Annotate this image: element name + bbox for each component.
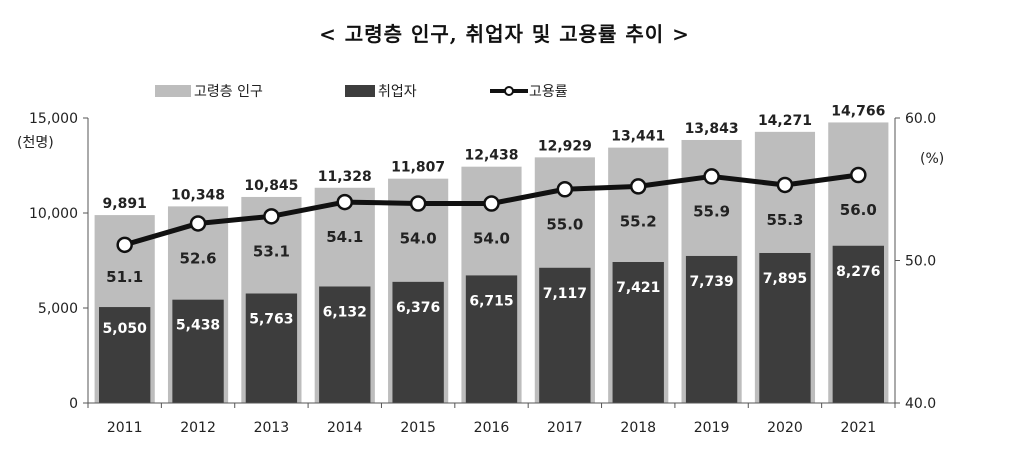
label-population-2012: 10,348 [171,187,225,203]
marker-rate-2011 [116,236,133,254]
label-rate-2016: 54.0 [473,230,510,248]
legend-label-rate: 고용률 [529,84,568,100]
label-employed-2020: 7,895 [763,271,807,287]
bar-employed-2016 [465,275,518,403]
bar-employed-2017 [539,267,591,403]
y-left-tick-label: 5,000 [38,301,78,317]
label-employed-2012: 5,438 [176,318,220,334]
legend: 고령층 인구 취업자 고용률 [155,84,568,100]
label-employed-2014: 6,132 [323,304,367,320]
marker-rate-2013 [263,208,280,225]
y-left-tick-label: 0 [69,396,78,412]
marker-rate-2016 [483,195,500,212]
label-rate-2017: 55.0 [546,215,583,233]
bar-employed-2021 [832,245,884,403]
x-tick-label: 2017 [547,420,583,436]
label-employed-2018: 7,421 [616,280,660,296]
marker-rate-2018 [629,178,647,195]
y-left-tick-label: 10,000 [29,206,78,222]
legend-label-employed: 취업자 [378,84,417,100]
label-population-2019: 13,843 [685,121,739,137]
bar-employed-2019 [685,255,738,403]
y-right-unit: (%) [920,151,944,167]
legend-label-population: 고령층 인구 [194,84,263,100]
x-tick-label: 2019 [694,420,730,436]
label-rate-2012: 52.6 [180,249,217,267]
label-rate-2021: 56.0 [840,201,877,219]
x-tick-label: 2016 [474,420,510,436]
label-population-2018: 13,441 [611,129,665,145]
x-tick-label: 2012 [180,420,216,436]
x-tick-label: 2018 [620,420,656,436]
y-right-tick-label: 40.0 [905,396,936,412]
label-employed-2016: 6,715 [469,293,513,309]
marker-rate-2019 [703,168,720,185]
label-population-2021: 14,766 [831,103,885,119]
y-right-tick-label: 60.0 [905,111,936,127]
label-population-2015: 11,807 [391,160,445,176]
marker-rate-2015 [409,195,427,212]
x-tick-label: 2021 [840,420,876,436]
label-employed-2019: 7,739 [689,274,733,290]
legend-swatch-employed [345,85,375,97]
x-tick-label: 2013 [254,420,290,436]
x-tick-label: 2014 [327,420,363,436]
label-population-2016: 12,438 [464,148,518,164]
y-left-unit: (천명) [17,135,54,151]
label-population-2013: 10,845 [244,178,298,194]
label-population-2020: 14,271 [758,113,812,129]
label-rate-2018: 55.2 [620,212,657,230]
label-population-2014: 11,328 [318,169,372,185]
x-tick-label: 2011 [107,420,143,436]
x-tick-label: 2020 [767,420,803,436]
label-employed-2013: 5,763 [249,312,293,328]
y-right-tick-label: 50.0 [905,254,936,270]
label-employed-2021: 8,276 [836,264,880,280]
y-left-tick-label: 15,000 [29,111,78,127]
label-population-2011: 9,891 [103,196,147,212]
marker-rate-2014 [336,193,354,211]
chart-title: < 고령층 인구, 취업자 및 고용률 추이 > [319,22,690,46]
marker-rate-2021 [850,166,867,184]
label-rate-2015: 54.0 [400,230,437,248]
bar-employed-2015 [392,281,444,403]
marker-rate-2012 [189,215,207,232]
x-tick-label: 2015 [400,420,436,436]
marker-rate-2020 [776,176,794,194]
label-employed-2017: 7,117 [543,286,587,302]
label-rate-2011: 51.1 [106,268,143,286]
label-employed-2015: 6,376 [396,300,440,316]
bar-employed-2011 [99,307,151,403]
label-population-2017: 12,929 [538,138,592,154]
bar-employed-2020 [759,252,811,403]
label-employed-2011: 5,050 [103,321,148,337]
label-rate-2020: 55.3 [766,211,803,229]
label-rate-2019: 55.9 [693,202,730,220]
bar-employed-2012 [172,299,224,403]
bar-employed-2013 [245,293,298,403]
marker-rate-2017 [556,181,574,198]
bar-employed-2018 [612,262,664,403]
bar-employed-2014 [319,286,371,403]
label-rate-2013: 53.1 [253,242,290,260]
legend-swatch-population [155,85,191,97]
label-rate-2014: 54.1 [326,228,363,246]
legend-marker-rate [504,86,514,96]
